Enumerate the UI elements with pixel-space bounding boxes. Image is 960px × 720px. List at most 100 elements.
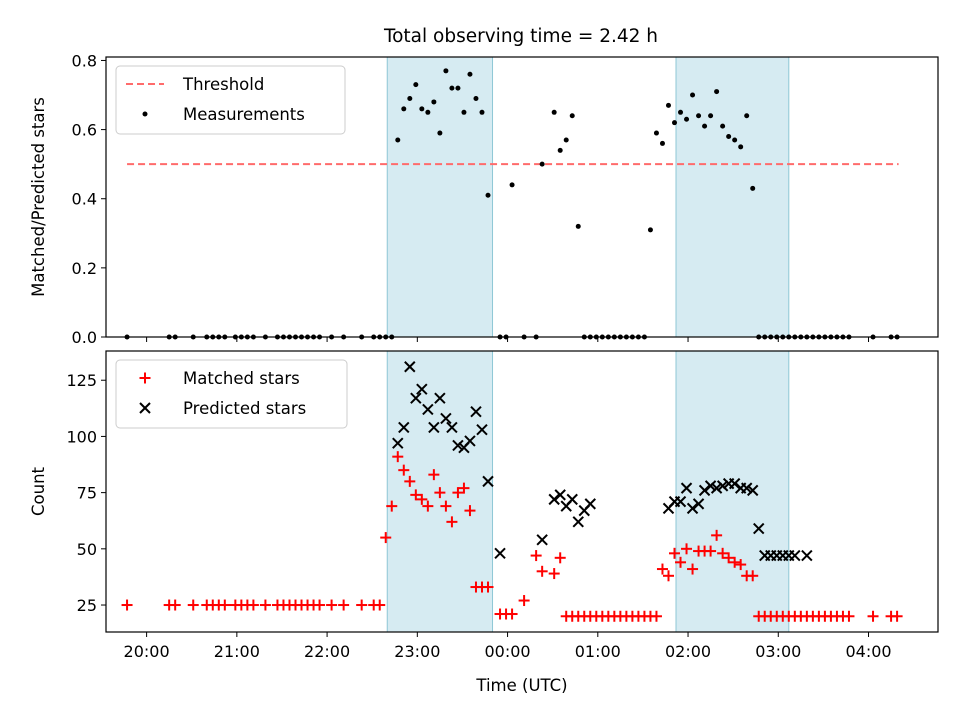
measurement-point	[419, 106, 425, 112]
legend-measurement-swatch	[142, 111, 148, 117]
measurement-point	[563, 137, 569, 143]
predicted-star-point	[434, 392, 446, 404]
measurement-point	[557, 147, 563, 153]
matched-star-point	[187, 599, 199, 611]
legend-box	[115, 65, 346, 135]
measurement-point	[659, 140, 665, 146]
matched-star-point	[121, 599, 133, 611]
measurement-point	[575, 223, 581, 229]
measurement-point	[461, 109, 467, 115]
bottom-panel: 25 50 75 100 125 20:00 21:00 22:00 23:00 00:00 01:…	[29, 350, 939, 695]
predicted-star-point	[680, 482, 693, 494]
matched-star-point	[464, 505, 476, 517]
matched-star-point	[422, 500, 434, 512]
x-axis-label: Time (UTC)	[475, 676, 567, 695]
measurement-point	[696, 113, 702, 119]
matched-star-point	[548, 568, 560, 580]
predicted-star-point	[416, 383, 428, 395]
matched-star-point	[247, 599, 259, 611]
matched-star-point	[711, 529, 723, 541]
measurement-point	[714, 89, 720, 95]
measurement-point	[672, 120, 678, 126]
predicted-star-point	[740, 482, 753, 494]
measurement-point	[455, 85, 461, 91]
predicted-star-point	[476, 423, 488, 436]
measurement-point	[720, 123, 726, 129]
measurement-point	[738, 144, 744, 150]
predicted-star-point	[698, 484, 711, 497]
matched-star-point	[434, 487, 446, 499]
matched-star-point	[428, 469, 440, 481]
matched-star-point	[735, 559, 747, 571]
measurement-point	[750, 185, 756, 191]
predicted-star-point	[440, 412, 452, 425]
matched-star-point	[891, 610, 903, 622]
matched-star-point	[314, 599, 326, 611]
measurement-point	[708, 113, 714, 119]
measurement-point	[395, 137, 401, 143]
x-tick-label: 22:00	[304, 642, 350, 661]
matched-star-point	[386, 500, 398, 512]
matched-star-point	[482, 581, 494, 593]
x-tick-label: 20:00	[124, 642, 170, 661]
matched-star-point	[650, 610, 662, 622]
y-axis-label: Count	[29, 466, 48, 516]
legend-label: Predicted stars	[183, 399, 306, 418]
y-tick-label: 0.2	[72, 259, 97, 278]
matched-star-point	[440, 500, 452, 512]
axes-frame	[105, 350, 939, 633]
predicted-star-point	[404, 361, 416, 373]
measurement-point	[473, 95, 479, 101]
measurement-point	[467, 71, 473, 77]
y-tick-label: 0.6	[72, 121, 97, 140]
predicted-star-point	[482, 475, 494, 488]
shaded-interval-0	[386, 56, 494, 338]
predicted-star-point	[494, 547, 506, 560]
matched-star-point	[398, 464, 410, 476]
predicted-star-point	[566, 493, 578, 506]
measurement-point	[449, 85, 455, 91]
matched-star-point	[169, 599, 181, 611]
measurement-point	[551, 109, 557, 115]
matched-star-point	[675, 556, 687, 568]
predicted-star-point	[392, 437, 404, 449]
matched-star-point	[530, 550, 542, 562]
matched-star-point	[446, 516, 458, 528]
matched-star-point	[867, 610, 879, 622]
y-tick-label: 50	[77, 540, 97, 559]
legend-matched-swatch	[139, 372, 151, 384]
y-axis-label: Matched/Predicted stars	[29, 97, 48, 297]
matched-star-point	[452, 487, 464, 499]
predicted-star-point	[716, 480, 729, 492]
matched-star-point	[356, 599, 368, 611]
shaded-interval-1	[675, 350, 790, 633]
measurement-point	[443, 68, 449, 74]
measurement-point	[485, 192, 491, 198]
matched-star-point	[656, 563, 668, 575]
measurement-point	[401, 106, 407, 112]
measurement-point	[744, 113, 750, 119]
measurement-point	[569, 113, 575, 119]
matched-star-point	[717, 547, 729, 559]
y-tick-label: 0.8	[72, 51, 97, 70]
predicted-star-point	[692, 498, 705, 510]
predicted-star-point	[747, 484, 759, 497]
matched-star-point	[458, 482, 470, 494]
y-tick-label: 100	[66, 427, 97, 446]
matched-star-point	[681, 543, 693, 555]
predicted-star-point	[452, 439, 464, 452]
legend-predicted-swatch	[139, 402, 151, 414]
matched-star-point	[392, 451, 404, 463]
x-tick-label: 01:00	[575, 642, 621, 661]
predicted-star-point	[470, 405, 482, 418]
measurement-point	[678, 109, 684, 115]
matched-star-point	[410, 489, 422, 501]
matched-star-point	[506, 608, 518, 620]
matched-star-point	[747, 570, 759, 582]
predicted-star-point	[686, 502, 699, 515]
matched-star-point	[723, 552, 735, 564]
x-tick-label: 02:00	[665, 642, 711, 661]
matched-star-point	[338, 599, 350, 611]
predicted-star-point	[398, 421, 410, 434]
x-tick-label: 03:00	[755, 642, 801, 661]
